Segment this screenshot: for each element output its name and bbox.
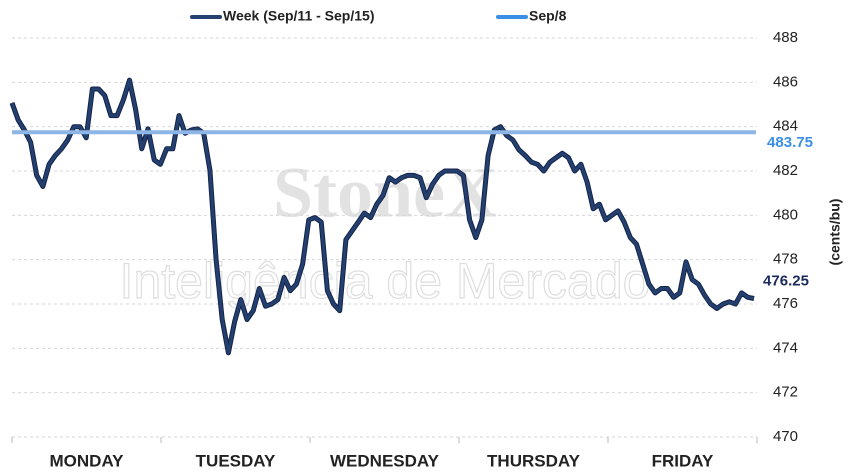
watermark: Inteligência de Mercado: [120, 253, 651, 309]
x-tick-label: TUESDAY: [196, 451, 276, 470]
y-tick-label: 476: [773, 295, 798, 312]
y-tick-label: 482: [773, 162, 798, 179]
line: [10, 78, 755, 355]
x-tick-label: WEDNESDAY: [330, 451, 440, 470]
x-tick-label: MONDAY: [50, 451, 125, 470]
y-tick-label: 484: [773, 118, 798, 135]
y-tick-label: 470: [773, 428, 798, 445]
y-tick-label: 474: [773, 339, 798, 356]
legend-label: Sep/8: [529, 8, 567, 24]
y-tick-label: 486: [773, 73, 798, 90]
end-label: 476.25: [763, 272, 809, 289]
end-label: 483.75: [767, 134, 813, 151]
y-tick-label: 480: [773, 206, 798, 223]
y-tick-label: 478: [773, 251, 798, 268]
y-axis-label: (cents/bu): [827, 199, 843, 266]
y-tick-label: 472: [773, 384, 798, 401]
x-tick-label: THURSDAY: [487, 451, 581, 470]
x-tick-label: FRIDAY: [652, 451, 714, 470]
y-tick-label: 488: [773, 29, 798, 46]
legend-label: Week (Sep/11 - Sep/15): [223, 8, 374, 24]
